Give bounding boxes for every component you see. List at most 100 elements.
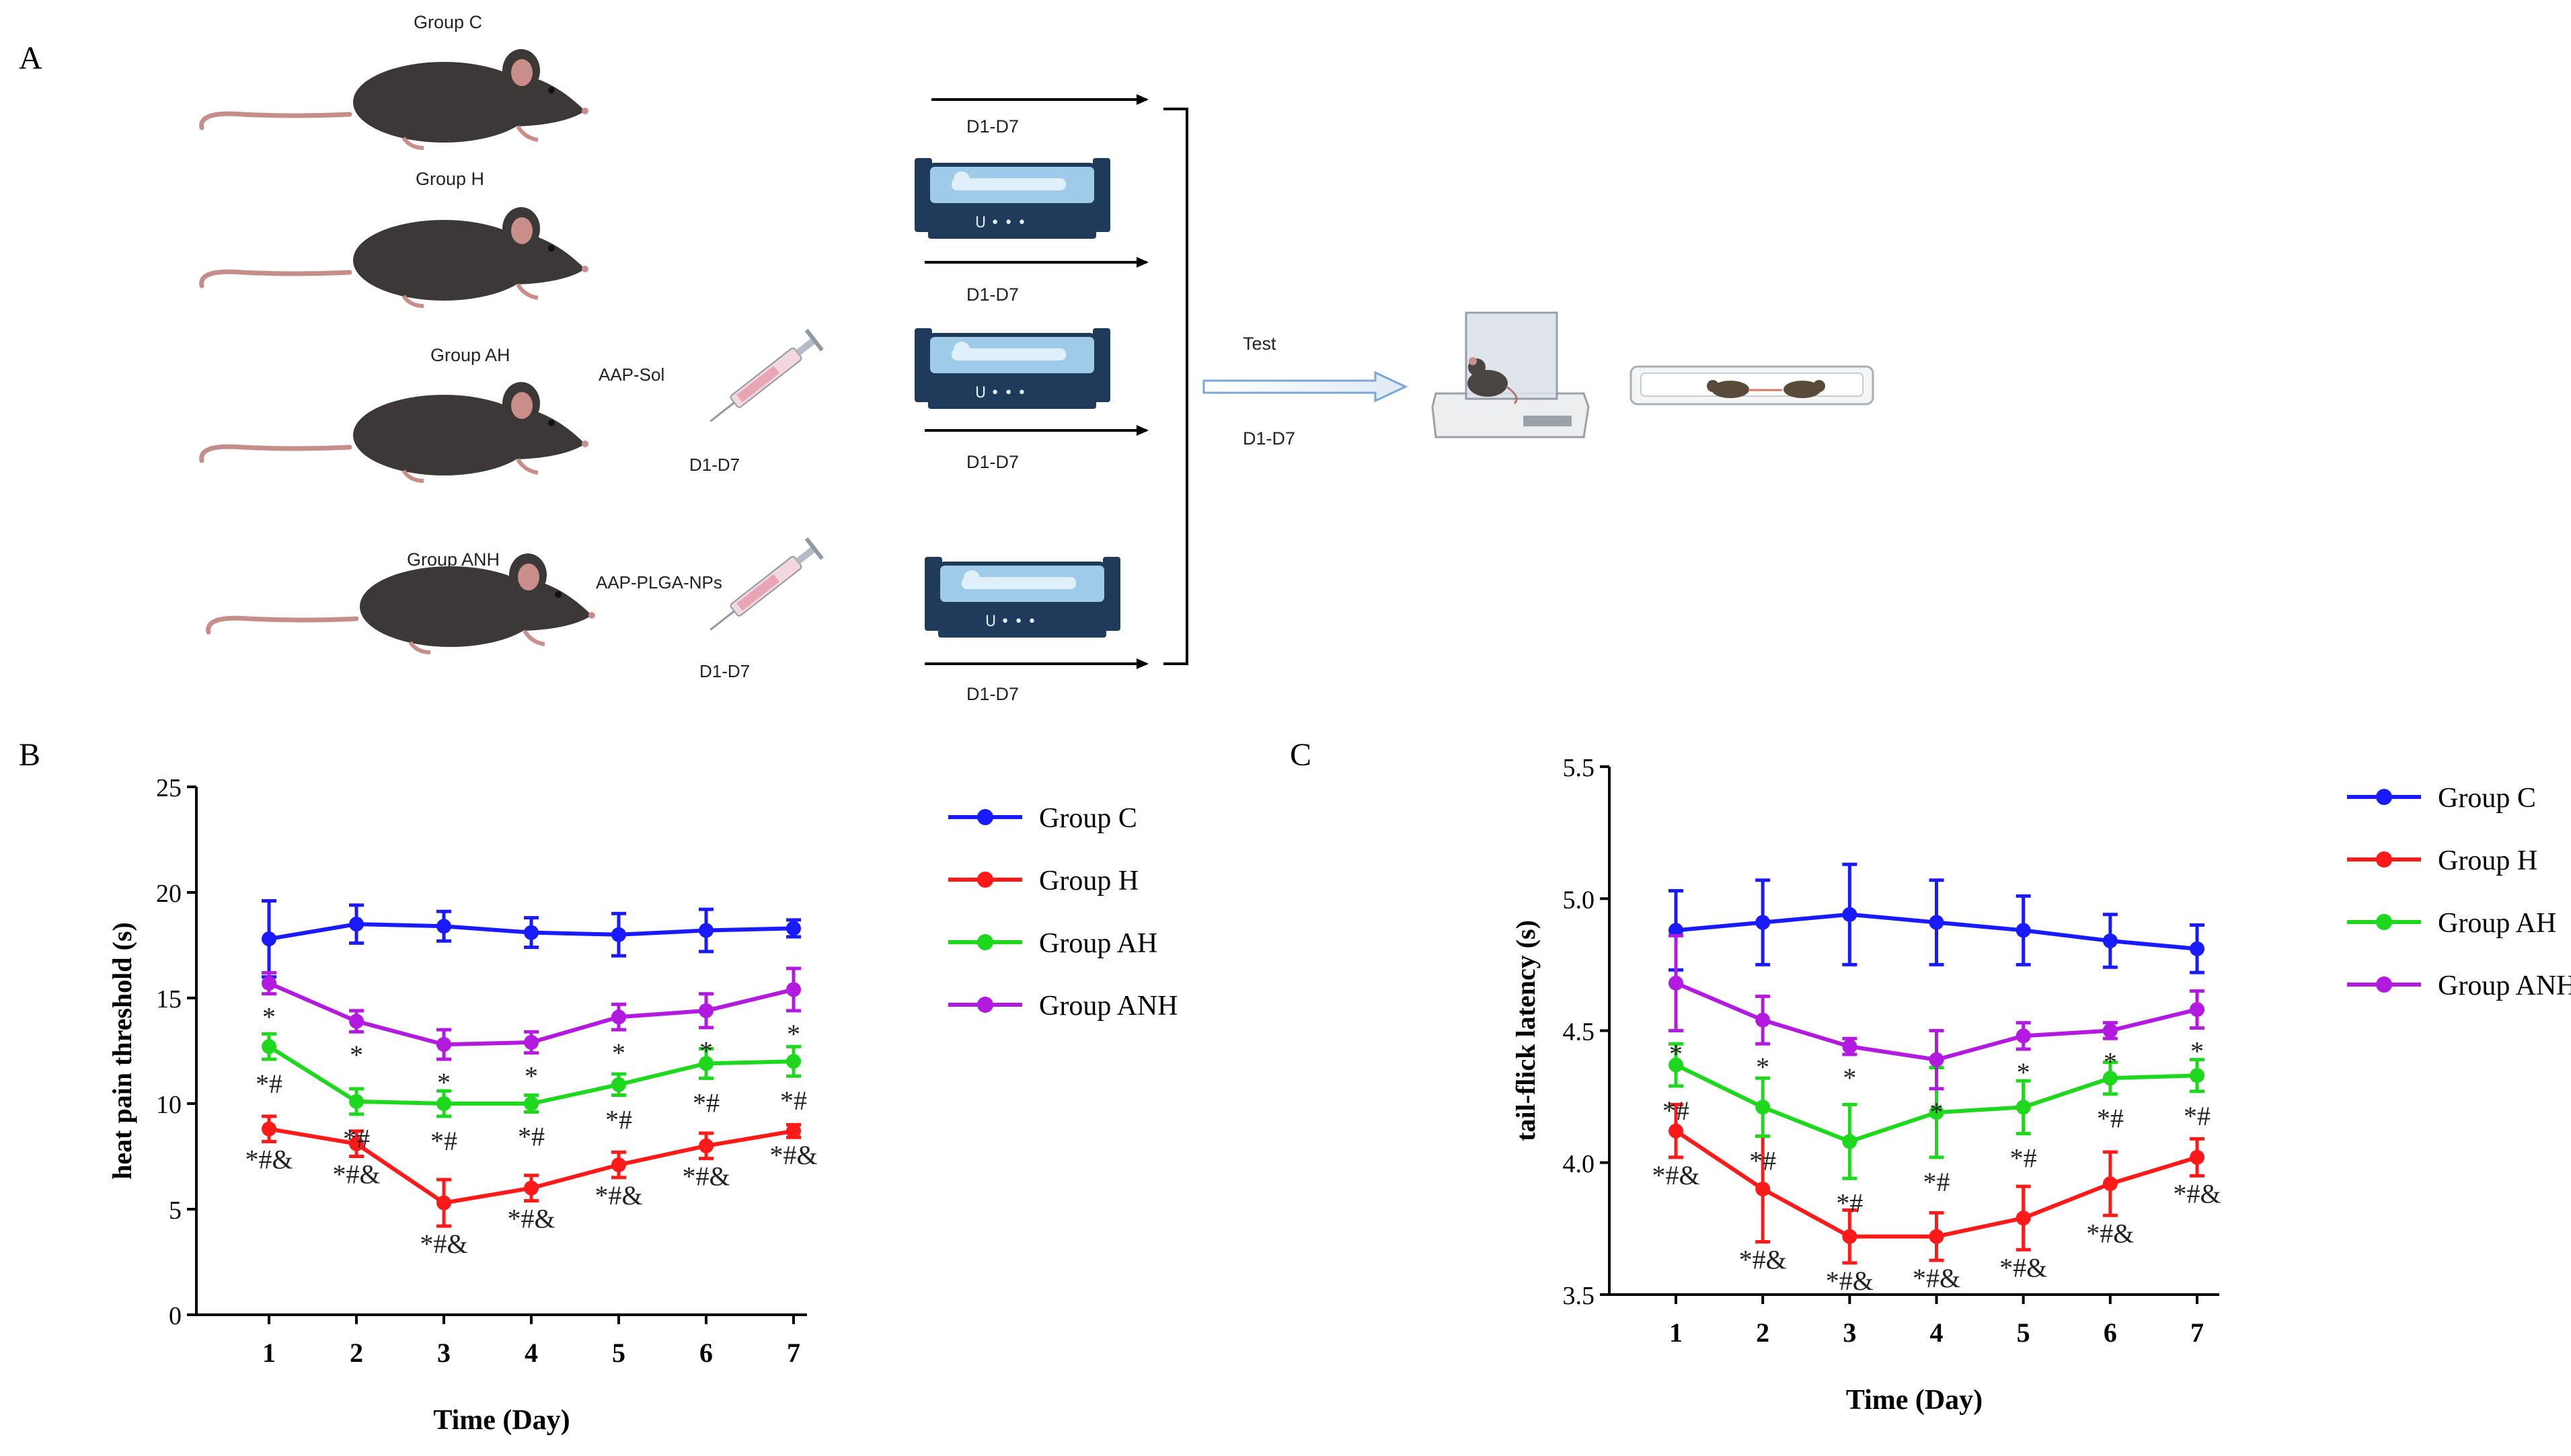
data-point — [262, 976, 276, 991]
data-point — [524, 1096, 539, 1111]
data-point — [611, 1077, 626, 1092]
x-tick-label: 6 — [699, 1338, 713, 1368]
significance-label: *# — [1923, 1167, 1950, 1197]
significance-label: *#& — [507, 1203, 555, 1233]
significance-label: * — [1669, 1039, 1683, 1069]
legend-marker — [2376, 851, 2392, 868]
syringe-icon — [701, 328, 825, 432]
data-point — [2190, 1002, 2204, 1018]
data-point — [349, 1136, 364, 1151]
data-point — [349, 1013, 364, 1029]
group-label: Group C — [414, 12, 482, 32]
x-tick-label: 5 — [612, 1338, 625, 1368]
significance-label: * — [437, 1067, 451, 1098]
data-point — [611, 927, 626, 942]
y-tick-label: 5.0 — [1563, 886, 1595, 914]
series-group-ah: *# *# *# *# *# *# *# — [256, 1032, 807, 1156]
legend-label: Group C — [2438, 783, 2536, 814]
data-point — [436, 1195, 451, 1211]
data-point — [2016, 1028, 2031, 1044]
legend-entry: Group H — [948, 866, 1139, 896]
day-label: D1-D7 — [966, 284, 1019, 305]
x-tick-label: 1 — [262, 1338, 276, 1368]
data-point — [524, 925, 539, 940]
significance-label: *# — [343, 1124, 370, 1154]
significance-label: * — [2190, 1036, 2204, 1067]
injection-day-label: D1-D7 — [699, 661, 750, 681]
y-tick-label: 5.5 — [1563, 754, 1595, 782]
data-point — [2102, 933, 2118, 949]
data-point — [1755, 1182, 1771, 1196]
significance-label: *#& — [245, 1145, 293, 1175]
data-point — [699, 1003, 714, 1018]
mouse-icon — [202, 49, 588, 148]
data-point — [2190, 1068, 2204, 1083]
series-group-h: *#& *#& *#& *#& *#& *#& *#& — [245, 1114, 818, 1259]
data-point — [1842, 907, 1857, 922]
significance-label: * — [525, 1061, 538, 1091]
x-tick-label: 7 — [787, 1338, 800, 1368]
group-label: Group ANH — [407, 549, 500, 570]
data-point — [349, 1094, 364, 1109]
legend-entry: Group ANH — [948, 991, 1178, 1022]
data-point — [2016, 1211, 2031, 1226]
significance-label: *# — [605, 1104, 632, 1135]
panel-label-c: C — [1290, 737, 1311, 773]
data-point — [699, 923, 714, 938]
significance-label: *# — [2010, 1143, 2037, 1174]
data-point — [1842, 1229, 1857, 1244]
test-arrow — [1202, 371, 1408, 403]
x-tick-label: 5 — [2017, 1317, 2030, 1348]
y-tick-label: 3.5 — [1563, 1282, 1595, 1310]
mouse-icon — [202, 207, 588, 306]
significance-label: *#& — [594, 1180, 642, 1211]
significance-label: *# — [2184, 1101, 2211, 1131]
significance-label: *#& — [1999, 1252, 2047, 1282]
injection-label: AAP-Sol — [599, 365, 664, 385]
legend-marker — [977, 997, 993, 1013]
test-label: Test — [1243, 334, 1276, 354]
significance-label: *# — [1662, 1096, 1689, 1126]
y-tick-label: 15 — [156, 985, 182, 1013]
data-point — [436, 1037, 451, 1052]
tail-flick-device-icon — [1629, 365, 1874, 406]
legend-marker — [977, 934, 993, 950]
x-axis-label: Time (Day) — [433, 1405, 570, 1436]
y-tick-label: 4.5 — [1563, 1018, 1595, 1046]
data-point — [1929, 1105, 1944, 1120]
legend-entry: Group AH — [948, 928, 1157, 959]
series-group-anh: * * * * * * * — [262, 966, 801, 1098]
mouse-icon — [202, 382, 588, 481]
data-point — [699, 1138, 714, 1153]
y-tick-label: 4.0 — [1563, 1150, 1595, 1178]
series-group-c — [1668, 862, 2204, 974]
data-point — [1929, 915, 1944, 930]
legend-label: Group C — [1039, 803, 1137, 834]
mouse-icon — [208, 553, 595, 652]
significance-label: * — [350, 1040, 363, 1070]
hypoxia-chamber-icon — [925, 557, 1120, 638]
data-point — [1668, 1123, 1683, 1139]
x-tick-label: 3 — [1843, 1317, 1856, 1348]
data-point — [524, 1034, 539, 1050]
legend-entry: Group H — [2347, 845, 2537, 876]
legend-label: Group AH — [1039, 928, 1157, 959]
significance-label: * — [699, 1036, 713, 1066]
group-c-row: Group C D1-D7 — [202, 12, 1149, 148]
test-bracket: Test D1-D7 — [1163, 108, 1408, 665]
legend-entry: Group ANH — [2347, 970, 2571, 1001]
day-label: D1-D7 — [966, 684, 1019, 704]
x-tick-label: 6 — [2104, 1317, 2117, 1348]
data-point — [524, 1180, 539, 1196]
data-point — [1668, 975, 1683, 991]
significance-label: *# — [1749, 1146, 1776, 1176]
chart-tail-flick: 3.5 4.0 4.5 5.0 5.5 1 2 3 4 5 6 7 Time (Day) tail-fli… — [1510, 754, 2571, 1416]
data-point — [436, 919, 451, 934]
x-tick-label: 2 — [1756, 1317, 1769, 1348]
hot-plate-device-icon — [1431, 311, 1590, 438]
legend-marker — [2376, 976, 2392, 993]
y-axis-label: tail-flick latency (s) — [1510, 920, 1541, 1141]
data-point — [2016, 923, 2031, 938]
data-point — [2190, 941, 2204, 956]
